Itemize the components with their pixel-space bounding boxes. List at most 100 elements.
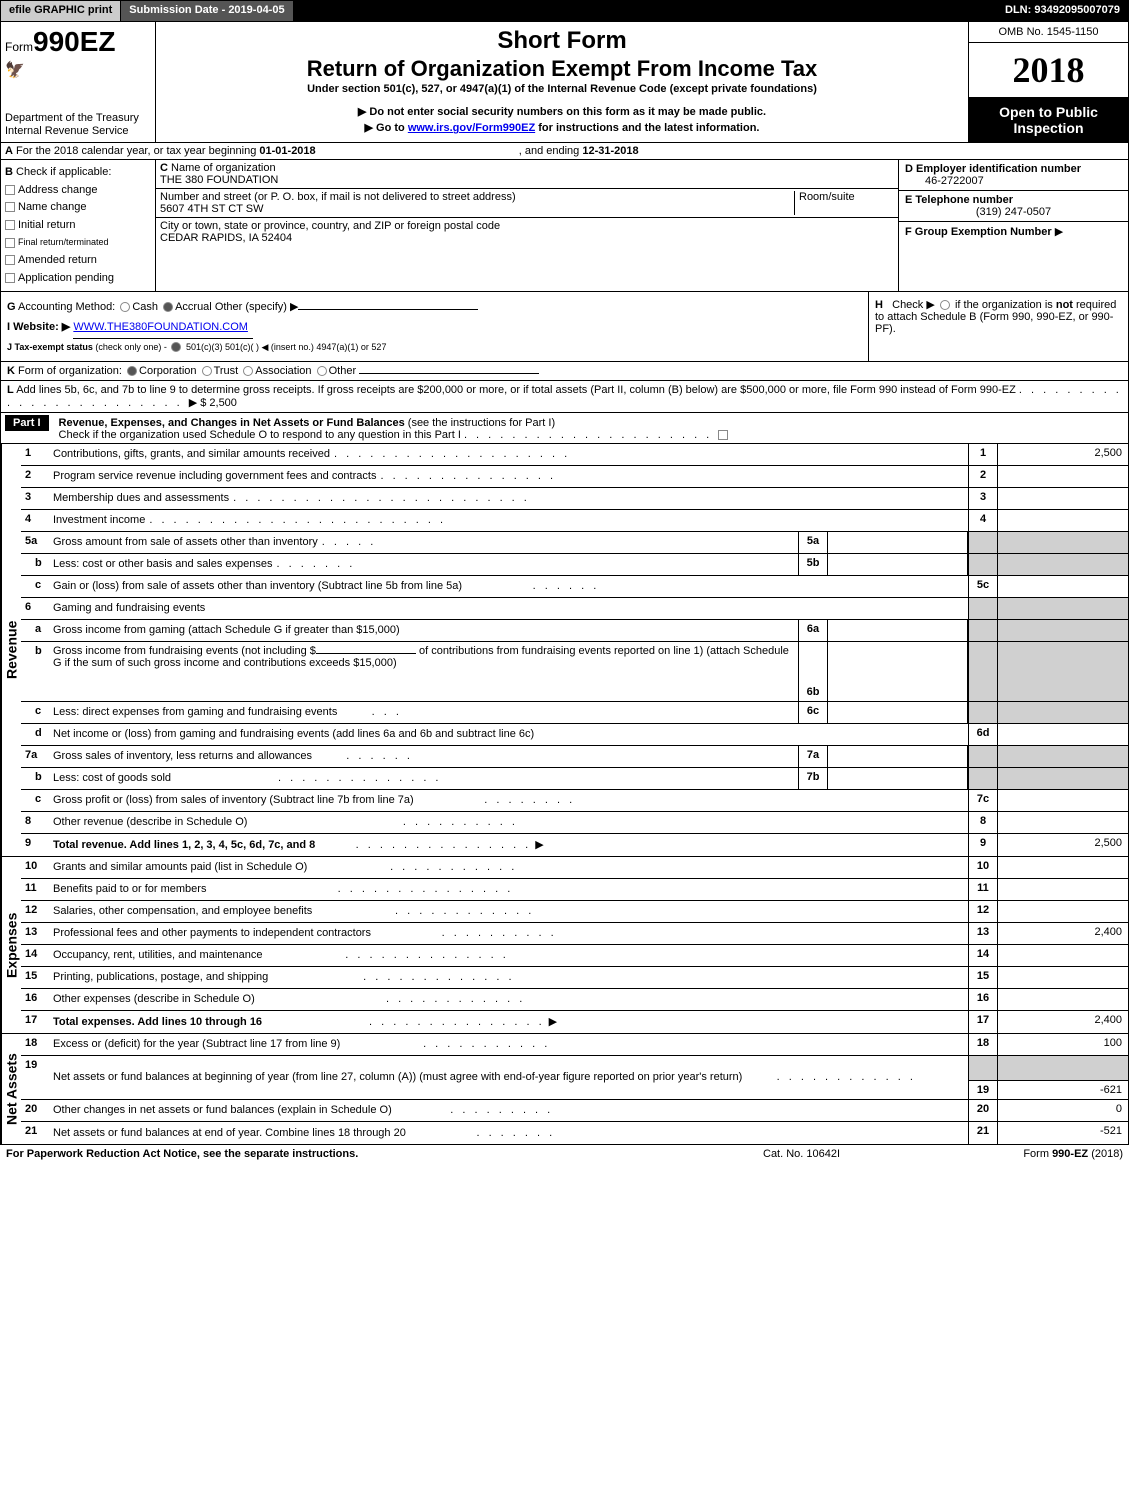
irs-link[interactable]: www.irs.gov/Form990EZ <box>408 122 535 134</box>
efile-print-button[interactable]: efile GRAPHIC print <box>1 1 121 21</box>
website-link[interactable]: WWW.THE380FOUNDATION.COM <box>73 318 253 339</box>
opt-label-2: Initial return <box>18 219 75 231</box>
block-b-through-f: B Check if applicable: Address change Na… <box>1 160 1128 292</box>
radio-501c3[interactable] <box>171 342 181 352</box>
d-value: 46-2722007 <box>925 175 984 187</box>
mid-num: 6b <box>798 642 828 701</box>
dots: . . . . . . . . . . . . . . <box>175 772 441 784</box>
line-rnum: 9 <box>968 834 998 856</box>
g-accrual: Accrual <box>175 301 212 313</box>
under-section: Under section 501(c), 527, or 4947(a)(1)… <box>164 83 960 95</box>
line-4: 4 Investment income . . . . . . . . . . … <box>21 510 1128 532</box>
expenses-body: 10 Grants and similar amounts paid (list… <box>21 857 1128 1033</box>
radio-other[interactable] <box>317 366 327 376</box>
line-6b: b Gross income from fundraising events (… <box>21 642 1128 702</box>
line-desc: Excess or (deficit) for the year (Subtra… <box>49 1034 968 1055</box>
line-5b: b Less: cost or other basis and sales ex… <box>21 554 1128 576</box>
line-19: 19 Net assets or fund balances at beginn… <box>21 1056 1128 1100</box>
line-6c: c Less: direct expenses from gaming and … <box>21 702 1128 724</box>
desc-text: Investment income <box>53 514 145 526</box>
check-if-applicable: Check if applicable: <box>16 166 111 178</box>
radio-cash[interactable] <box>120 302 130 312</box>
line-rval <box>998 510 1128 531</box>
line-12: 12 Salaries, other compensation, and emp… <box>21 901 1128 923</box>
line-desc: Benefits paid to or for members . . . . … <box>49 879 968 900</box>
line-desc: Program service revenue including govern… <box>49 466 968 487</box>
k-other-input[interactable] <box>359 373 539 374</box>
checkbox-icon[interactable] <box>5 273 15 283</box>
d-label: D Employer identification number <box>905 163 1081 175</box>
checkbox-icon[interactable] <box>5 202 15 212</box>
grey-cell <box>968 620 998 641</box>
opt-final-return: Final return/terminated <box>5 237 109 247</box>
line-rnum: 15 <box>968 967 998 988</box>
radio-trust[interactable] <box>202 366 212 376</box>
dots: . . . . . . . . . . . . . . . . . . . . … <box>233 492 530 504</box>
dept-line2: Internal Revenue Service <box>5 125 151 138</box>
desc-text: Less: cost or other basis and sales expe… <box>53 558 273 570</box>
checkbox-icon[interactable] <box>5 185 15 195</box>
checkbox-icon[interactable] <box>5 220 15 230</box>
mid-num: 7b <box>798 768 828 789</box>
line-num: 5a <box>21 532 49 553</box>
line-10: 10 Grants and similar amounts paid (list… <box>21 857 1128 879</box>
mid-val <box>828 702 968 723</box>
grey-cell <box>998 554 1128 575</box>
line-21: 21 Net assets or fund balances at end of… <box>21 1122 1128 1144</box>
line-6: 6 Gaming and fundraising events <box>21 598 1128 620</box>
line-rval <box>998 901 1128 922</box>
line-rval: 2,500 <box>998 444 1128 465</box>
mid-val <box>828 554 968 575</box>
dots: . . . . . . . . . . . . <box>259 993 525 1005</box>
dots: . . . . . . <box>316 750 413 762</box>
checkbox-icon[interactable] <box>5 238 15 248</box>
net-assets-body: 18 Excess or (deficit) for the year (Sub… <box>21 1034 1128 1144</box>
line-num: b <box>21 554 49 575</box>
grey-cell <box>968 768 998 789</box>
dots: . . . . . . . . . . . . <box>316 905 534 917</box>
top-bar: efile GRAPHIC print Submission Date - 20… <box>0 0 1129 22</box>
line-desc: Less: cost or other basis and sales expe… <box>49 554 798 575</box>
j-label: J Tax-exempt status <box>7 342 93 352</box>
tax-year: 2018 <box>969 43 1128 98</box>
opt-label-5: Application pending <box>18 272 114 284</box>
part-i-check: Check if the organization used Schedule … <box>59 429 461 441</box>
g-other-input[interactable] <box>298 309 478 310</box>
part-i-checkbox[interactable] <box>718 430 728 440</box>
amount-input[interactable] <box>316 653 416 654</box>
line-desc: Professional fees and other payments to … <box>49 923 968 944</box>
dots: . . . . . . . <box>410 1127 555 1139</box>
opt-label-1: Name change <box>18 201 87 213</box>
line-rval <box>998 812 1128 833</box>
row-l: L Add lines 5b, 6c, and 7b to line 9 to … <box>1 381 1128 413</box>
submission-date-label: Submission Date - 2019-04-05 <box>121 1 293 21</box>
line-num: b <box>21 642 49 701</box>
line-rval <box>998 967 1128 988</box>
dots: . . . . . . . . <box>418 794 575 806</box>
radio-accrual[interactable] <box>163 302 173 312</box>
line-17: 17 Total expenses. Add lines 10 through … <box>21 1011 1128 1033</box>
h-check: Check ▶ <box>892 299 935 311</box>
desc-text-1: Gross income from fundraising events (no… <box>53 645 316 657</box>
line-desc: Salaries, other compensation, and employ… <box>49 901 968 922</box>
h-checkbox[interactable] <box>940 300 950 310</box>
c-room-label: Room/suite <box>799 191 855 203</box>
grey-cell <box>968 598 998 619</box>
radio-association[interactable] <box>243 366 253 376</box>
irs-eagle-icon: 🦅 <box>5 60 151 80</box>
line-rval: -621 <box>998 1080 1128 1099</box>
desc-text: Gross income from gaming (attach Schedul… <box>53 624 400 636</box>
label-h: H <box>875 299 883 311</box>
dots: . . . . . . . . . <box>396 1104 553 1116</box>
form-number: Form990EZ <box>5 26 151 58</box>
checkbox-icon[interactable] <box>5 255 15 265</box>
grey-cell <box>998 532 1128 553</box>
line-5c: c Gain or (loss) from sale of assets oth… <box>21 576 1128 598</box>
mid-num: 6a <box>798 620 828 641</box>
radio-corporation[interactable] <box>127 366 137 376</box>
line-num: d <box>21 724 49 745</box>
mid-val <box>828 532 968 553</box>
grey-cell <box>968 554 998 575</box>
split-val: -621 <box>998 1056 1128 1099</box>
line-3: 3 Membership dues and assessments . . . … <box>21 488 1128 510</box>
